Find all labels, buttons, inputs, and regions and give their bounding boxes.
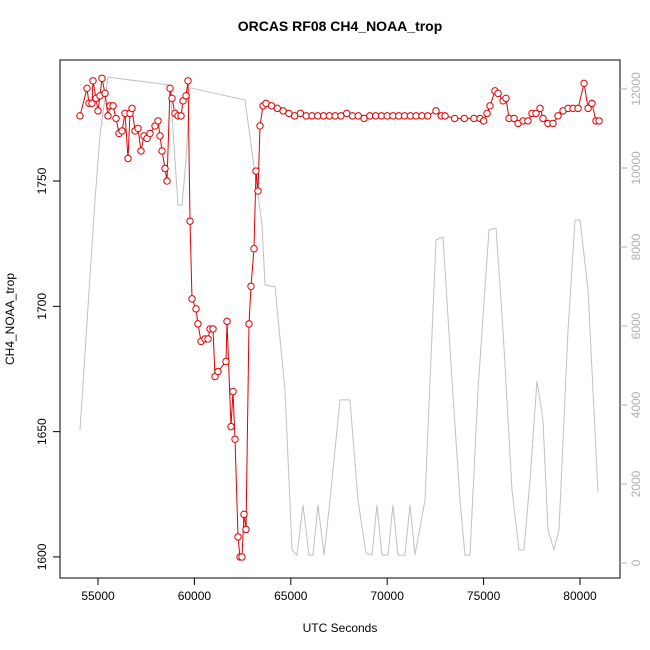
x-tick-label: 65000	[274, 589, 308, 603]
data-point	[186, 217, 194, 225]
data-point	[470, 114, 478, 123]
x-tick-label: 75000	[467, 589, 501, 603]
y-tick-label: 1750	[35, 167, 49, 194]
x-tick-label: 55000	[81, 589, 115, 603]
data-point	[242, 525, 250, 534]
data-point	[192, 305, 200, 313]
data-point	[168, 94, 176, 103]
data-point	[510, 114, 518, 123]
data-point	[163, 177, 171, 185]
data-point	[128, 104, 136, 113]
data-point	[432, 107, 440, 115]
data-point	[154, 117, 162, 125]
data-point	[595, 117, 603, 125]
series-line	[79, 78, 600, 558]
y2-tick-label: 12000	[629, 72, 643, 106]
data-point	[238, 553, 246, 561]
x-tick-label: 60000	[178, 589, 212, 603]
data-point	[450, 114, 459, 123]
data-point	[94, 107, 102, 115]
data-point	[104, 112, 112, 120]
data-point	[118, 127, 126, 135]
data-point	[184, 77, 192, 85]
data-point	[554, 112, 562, 120]
y-tick-label: 1600	[35, 543, 49, 570]
data-point	[580, 79, 588, 88]
data-point	[112, 114, 120, 123]
data-point	[254, 187, 262, 195]
y2-tick-label: 4000	[629, 391, 643, 418]
data-point	[441, 112, 449, 120]
data-point	[234, 533, 242, 541]
data-point	[574, 104, 582, 113]
data-point	[156, 132, 164, 140]
data-point	[146, 129, 154, 138]
data-point	[524, 117, 532, 125]
y-axis-title: CH4_NOAA_trop	[3, 273, 17, 365]
x-tick-label: 70000	[371, 589, 405, 603]
x-tick-label: 80000	[563, 589, 597, 603]
data-point	[76, 112, 84, 120]
x-axis-title: UTC Seconds	[303, 621, 378, 635]
data-point	[256, 122, 264, 130]
data-point	[177, 112, 185, 120]
data-point	[109, 102, 117, 110]
data-point	[532, 109, 540, 118]
data-point	[460, 114, 469, 123]
y2-tick-label: 0	[629, 559, 643, 566]
data-point	[223, 317, 231, 326]
data-point	[240, 510, 248, 519]
data-point	[204, 335, 212, 343]
data-point	[494, 89, 502, 98]
y2-tick-label: 6000	[629, 312, 643, 339]
data-point	[423, 112, 432, 120]
data-point	[209, 325, 217, 333]
data-point	[222, 357, 230, 366]
data-point	[250, 245, 258, 253]
data-point	[214, 367, 222, 376]
plot-frame	[59, 59, 621, 579]
y2-tick-label: 10000	[629, 151, 643, 185]
y2-tick-label: 2000	[629, 470, 643, 497]
data-point	[137, 147, 145, 155]
data-point	[161, 164, 169, 173]
data-point	[252, 167, 260, 175]
data-point	[486, 102, 494, 110]
data-point	[584, 104, 592, 113]
data-point	[83, 84, 91, 93]
y-tick-label: 1650	[35, 418, 49, 445]
series-line	[79, 76, 599, 557]
data-point	[588, 99, 596, 108]
data-point	[227, 422, 235, 431]
data-point	[229, 387, 237, 396]
data-point	[539, 114, 547, 123]
data-point	[182, 92, 190, 100]
y-tick-label: 1700	[35, 293, 49, 320]
data-point	[247, 282, 255, 290]
data-point	[89, 77, 97, 85]
data-point	[101, 89, 109, 98]
data-point	[158, 147, 166, 155]
data-point	[549, 119, 557, 128]
data-point	[231, 435, 239, 443]
data-point	[245, 320, 253, 328]
data-point	[479, 117, 488, 125]
data-point	[88, 99, 96, 108]
data-point	[188, 295, 196, 303]
data-point	[502, 94, 510, 103]
data-point	[134, 124, 142, 133]
data-point	[483, 109, 491, 118]
chart-title: ORCAS RF08 CH4_NOAA_trop	[238, 18, 443, 34]
data-point	[536, 104, 544, 113]
data-point	[166, 84, 174, 93]
data-point	[124, 154, 132, 163]
data-point	[98, 74, 106, 82]
y2-tick-label: 8000	[629, 233, 643, 260]
data-point	[194, 320, 202, 328]
